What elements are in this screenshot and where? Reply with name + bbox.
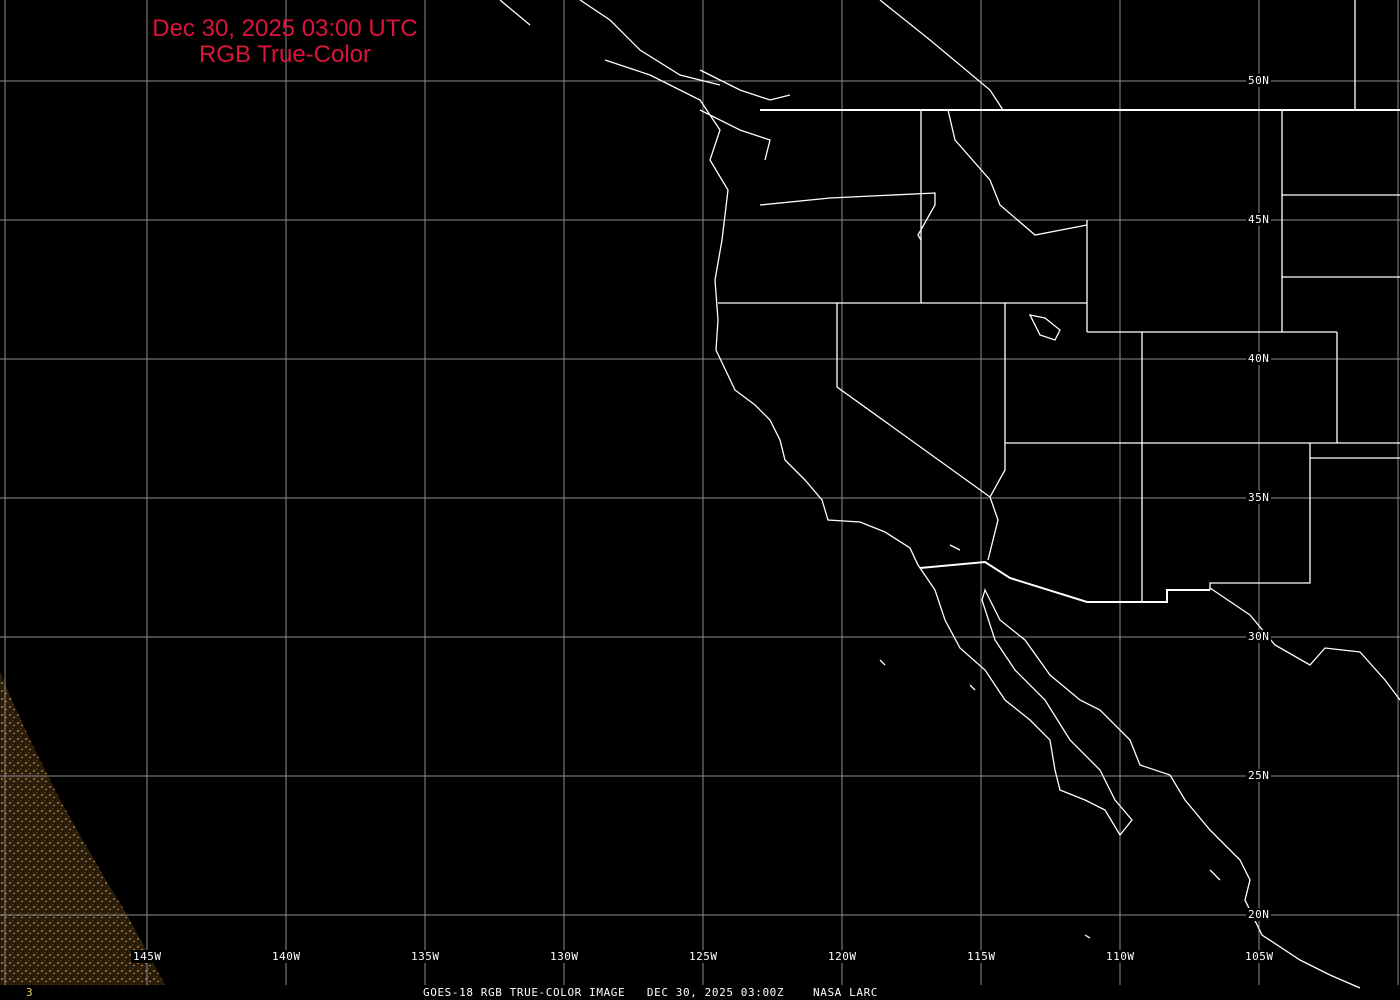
longitude-label: 135W <box>409 950 442 963</box>
islands <box>879 544 1221 939</box>
puget-sound <box>699 69 791 161</box>
longitude-label: 140W <box>270 950 303 963</box>
latitude-label: 50N <box>1246 74 1272 87</box>
latitude-label: 20N <box>1246 908 1272 921</box>
frame-number: 3 <box>26 986 34 999</box>
longitude-label: 120W <box>826 950 859 963</box>
great-salt-lake <box>1028 314 1061 341</box>
longitude-label: 105W <box>1243 950 1276 963</box>
longitude-label: 110W <box>1104 950 1137 963</box>
latitude-label: 45N <box>1246 213 1272 226</box>
title-line-1: Dec 30, 2025 03:00 UTC <box>152 15 418 42</box>
west-coastline <box>604 59 1361 989</box>
mexico-border <box>919 560 1210 603</box>
longitude-label: 145W <box>131 950 164 963</box>
mexico-coast <box>1209 587 1400 701</box>
latitude-label: 40N <box>1246 352 1272 365</box>
longitude-label: 130W <box>548 950 581 963</box>
longitude-label: 115W <box>965 950 998 963</box>
image-caption: GOES-18 RGB TRUE-COLOR IMAGE DEC 30, 202… <box>423 986 879 999</box>
latitude-label: 30N <box>1246 630 1272 643</box>
bc-coast <box>499 0 721 86</box>
imagery-swath <box>0 672 165 985</box>
latitude-label: 25N <box>1246 769 1272 782</box>
longitude-label: 125W <box>687 950 720 963</box>
latitude-label: 35N <box>1246 491 1272 504</box>
state-border <box>718 0 1400 602</box>
title-line-2: RGB True-Color <box>198 41 372 68</box>
coastlines-and-borders <box>499 0 1400 989</box>
